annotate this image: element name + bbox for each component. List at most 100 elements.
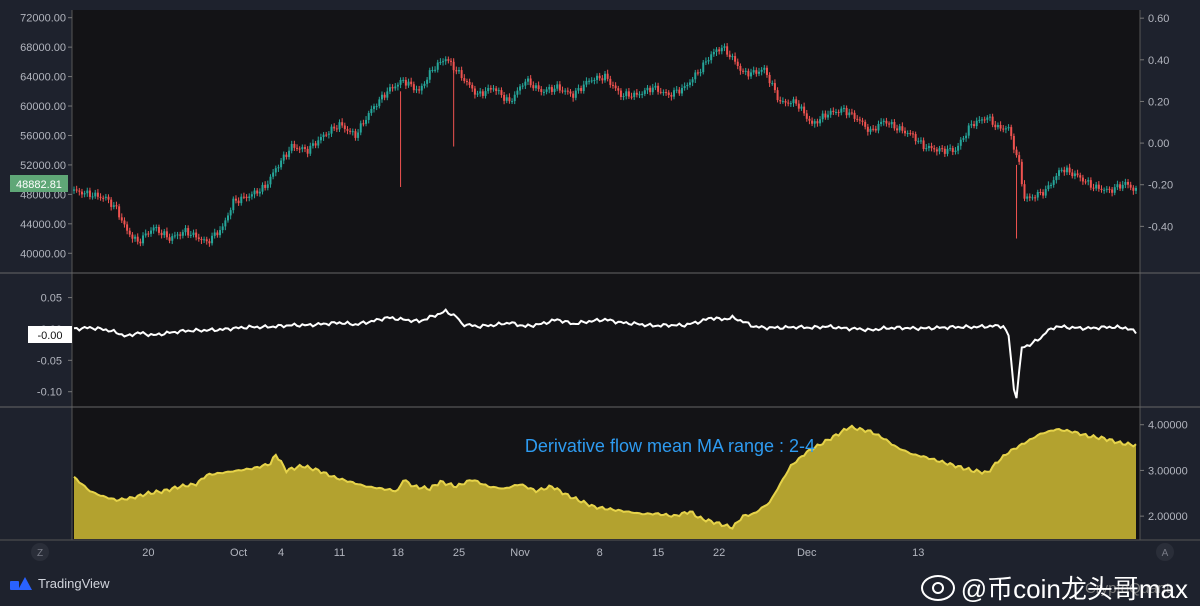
- candle-body: [959, 139, 962, 146]
- candle-body: [614, 85, 617, 89]
- candle-body: [1124, 181, 1127, 185]
- candle-body: [1028, 196, 1031, 198]
- auto-scale-button-label: A: [1162, 548, 1169, 559]
- candle-body: [160, 232, 163, 236]
- candle-body: [197, 237, 200, 239]
- candle-body: [126, 224, 129, 231]
- candle-body: [617, 88, 620, 91]
- candle-body: [834, 111, 837, 113]
- candle-body: [970, 124, 973, 126]
- candle-body: [373, 106, 376, 109]
- candle-body: [428, 70, 431, 80]
- candle-body: [938, 148, 941, 152]
- tradingview-logo-icon: [10, 576, 32, 591]
- timezone-button[interactable]: [31, 543, 49, 561]
- candle-body: [630, 96, 633, 98]
- time-tick-label: 4: [278, 547, 284, 559]
- candle-body: [290, 143, 293, 151]
- candle-body: [423, 83, 426, 86]
- time-tick-label: 18: [392, 547, 404, 559]
- candle-body: [468, 81, 471, 85]
- candle-body: [343, 125, 346, 130]
- candle-body: [901, 126, 904, 131]
- flow-line-pane: [73, 308, 1137, 399]
- candle-body: [149, 230, 152, 234]
- time-axis[interactable]: 20 Oct 4 11 18 25 Nov 8 15 22 Dec 13: [142, 547, 924, 559]
- candle-body: [688, 82, 691, 85]
- candle-body: [877, 123, 880, 131]
- candle-body: [904, 130, 907, 134]
- candle-body: [638, 94, 641, 96]
- price-axis-left[interactable]: 72000.00 68000.00 64000.00 60000.00 56000.00…: [20, 13, 72, 261]
- right-tick-label: 0.20: [1148, 96, 1169, 108]
- tradingview-brand[interactable]: TradingView: [10, 576, 110, 591]
- candle-body: [768, 74, 771, 84]
- candle-body: [981, 119, 984, 121]
- candle-body: [330, 126, 333, 134]
- candle-body: [234, 198, 237, 201]
- candle-body: [333, 126, 336, 129]
- candle-body: [779, 100, 782, 102]
- candle-body: [1105, 188, 1108, 190]
- candle-body: [388, 87, 391, 92]
- candle-body: [213, 232, 216, 236]
- candle-body: [455, 70, 458, 72]
- candle-body: [1097, 184, 1100, 189]
- candle-body: [476, 93, 479, 95]
- candle-body: [253, 190, 256, 195]
- candle-body: [250, 194, 253, 197]
- candle-body: [930, 145, 933, 149]
- candle-body: [1052, 180, 1055, 185]
- candle-body: [874, 128, 877, 131]
- candle-body: [604, 73, 606, 81]
- candle-body: [909, 133, 912, 135]
- candle-body: [893, 121, 896, 129]
- auto-scale-button[interactable]: [1156, 543, 1174, 561]
- candle-body: [1023, 184, 1026, 199]
- candle-body: [1121, 184, 1124, 189]
- candle-body: [673, 90, 676, 97]
- candle-body: [864, 121, 867, 127]
- candle-body: [102, 197, 105, 199]
- candle-body: [933, 148, 936, 150]
- candle-body: [457, 70, 460, 72]
- candle-body: [962, 138, 965, 140]
- candle-body: [1047, 185, 1050, 190]
- candle-body: [572, 93, 575, 98]
- price-tick-label: 72000.00: [20, 13, 66, 25]
- right-tick-label: -0.20: [1148, 180, 1173, 192]
- candle-body: [402, 79, 405, 81]
- candle-body: [107, 196, 110, 200]
- candle-body: [856, 118, 859, 120]
- candle-body: [643, 90, 646, 94]
- candle-body: [686, 84, 689, 87]
- candle-body: [1068, 167, 1071, 173]
- candle-body: [813, 121, 816, 124]
- candle-body: [829, 110, 832, 115]
- price-tick-label: 44000.00: [20, 219, 66, 231]
- candle-body: [1108, 188, 1111, 190]
- flow-tick-label: 0.05: [41, 293, 62, 305]
- candle-body: [1018, 155, 1021, 162]
- value-badge-box: [28, 326, 72, 343]
- candle-body: [957, 145, 960, 151]
- candle-body: [134, 236, 137, 239]
- chart-svg[interactable]: 72000.00 68000.00 64000.00 60000.00 56000.00…: [0, 0, 1200, 566]
- candle-body: [978, 119, 981, 121]
- flow-ma-axis-right[interactable]: 4.00000 3.00000 2.00000: [1140, 420, 1188, 523]
- time-tick-label: 25: [453, 547, 465, 559]
- price-axis-right[interactable]: 0.60 0.40 0.20 0.00 -0.20 -0.40: [1140, 13, 1173, 233]
- candle-body: [1044, 189, 1047, 196]
- candle-body: [728, 54, 731, 58]
- candle-body: [94, 192, 97, 197]
- candle-body: [346, 129, 349, 131]
- candle-body: [463, 78, 466, 81]
- candle-body: [495, 88, 498, 91]
- candle-body: [622, 96, 625, 98]
- candle-body: [824, 113, 827, 118]
- candle-body: [771, 83, 774, 85]
- candle-body: [444, 59, 447, 62]
- candle-body: [298, 148, 301, 150]
- candle-body: [935, 149, 938, 152]
- candle-body: [659, 91, 662, 93]
